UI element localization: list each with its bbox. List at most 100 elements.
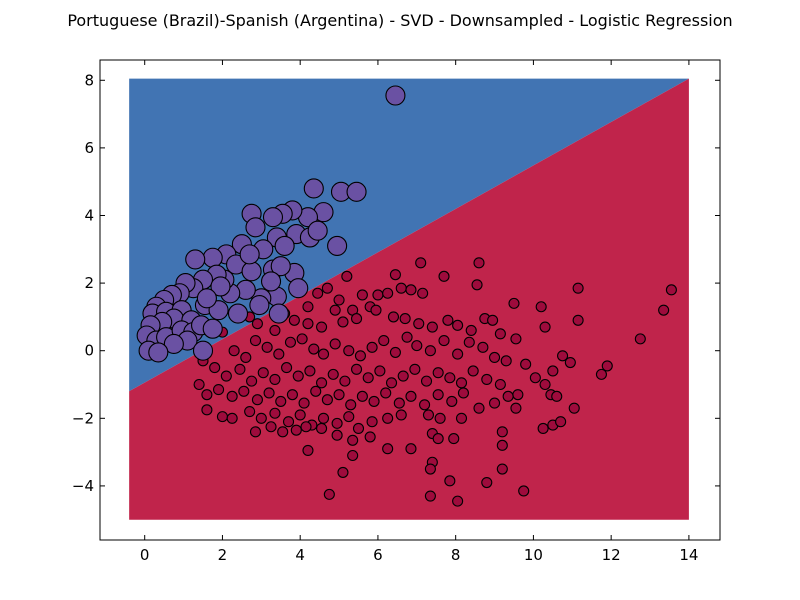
data-point bbox=[245, 217, 266, 238]
data-point bbox=[244, 405, 256, 418]
data-point bbox=[351, 363, 363, 375]
data-point bbox=[395, 409, 407, 421]
data-point bbox=[502, 390, 514, 402]
x-tick-label: 4 bbox=[295, 546, 305, 564]
data-point bbox=[595, 368, 607, 380]
y-tick-label: 2 bbox=[84, 274, 94, 292]
data-point bbox=[539, 378, 551, 391]
data-point bbox=[366, 416, 378, 428]
data-point bbox=[422, 409, 435, 421]
data-point bbox=[269, 407, 281, 419]
data-point bbox=[273, 348, 285, 360]
data-point bbox=[572, 314, 584, 326]
data-point bbox=[333, 389, 345, 401]
data-point bbox=[446, 395, 458, 407]
data-point bbox=[405, 284, 417, 296]
data-point bbox=[227, 303, 249, 324]
data-point bbox=[455, 412, 468, 424]
data-point bbox=[473, 257, 485, 269]
data-point bbox=[213, 384, 225, 396]
x-axis: 0 2 4 6 8 10 12 14 bbox=[140, 60, 698, 564]
data-point bbox=[331, 429, 343, 441]
scatter-series-portuguese bbox=[136, 85, 406, 363]
x-tick-label: 6 bbox=[373, 546, 383, 564]
data-point bbox=[281, 362, 293, 374]
data-point bbox=[148, 342, 169, 363]
data-point bbox=[246, 375, 258, 387]
data-point bbox=[201, 404, 213, 416]
data-point bbox=[508, 297, 520, 309]
data-point bbox=[465, 324, 477, 336]
data-point bbox=[296, 333, 308, 345]
data-point bbox=[288, 314, 300, 326]
region-lower bbox=[129, 78, 689, 520]
data-point bbox=[455, 377, 468, 389]
data-point bbox=[292, 370, 304, 382]
chart-title: Portuguese (Brazil)-Spanish (Argentina) … bbox=[67, 11, 732, 30]
x-tick-label: 10 bbox=[524, 546, 543, 564]
data-point bbox=[537, 422, 549, 435]
data-point bbox=[393, 397, 405, 409]
data-point bbox=[257, 367, 269, 379]
data-point bbox=[405, 443, 417, 455]
data-point bbox=[202, 247, 223, 268]
data-point bbox=[564, 356, 576, 369]
data-point bbox=[282, 416, 295, 428]
data-point bbox=[411, 340, 423, 352]
data-point bbox=[286, 389, 298, 401]
data-point bbox=[382, 443, 394, 455]
data-point bbox=[405, 390, 417, 402]
data-point bbox=[387, 311, 400, 323]
data-point bbox=[452, 495, 464, 507]
data-point bbox=[185, 249, 206, 270]
x-tick-label: 8 bbox=[451, 546, 461, 564]
data-point bbox=[409, 363, 421, 375]
data-point bbox=[192, 340, 214, 361]
data-point bbox=[463, 336, 475, 348]
data-point bbox=[500, 355, 512, 367]
data-point bbox=[240, 351, 252, 364]
data-point bbox=[302, 444, 314, 456]
data-point bbox=[518, 485, 530, 497]
data-point bbox=[270, 256, 291, 277]
data-point bbox=[420, 375, 433, 387]
data-point bbox=[634, 333, 646, 345]
data-point bbox=[196, 288, 217, 309]
data-point bbox=[415, 257, 427, 269]
data-point bbox=[249, 295, 270, 316]
data-point bbox=[473, 402, 485, 414]
x-tick-label: 2 bbox=[218, 546, 228, 564]
data-point bbox=[290, 424, 302, 436]
data-point bbox=[389, 269, 401, 281]
data-point bbox=[202, 318, 223, 339]
axes-frame bbox=[99, 59, 721, 541]
data-point bbox=[362, 372, 374, 384]
data-point bbox=[263, 387, 275, 399]
data-point bbox=[238, 385, 250, 397]
data-point bbox=[372, 289, 384, 301]
data-point bbox=[477, 341, 489, 353]
x-tick-label: 0 bbox=[140, 546, 150, 564]
y-tick-label: −4 bbox=[72, 477, 94, 495]
data-point bbox=[341, 270, 353, 282]
data-point bbox=[366, 341, 378, 353]
data-point bbox=[356, 289, 368, 301]
y-tick-label: 6 bbox=[84, 139, 94, 157]
data-point bbox=[665, 284, 677, 296]
data-point bbox=[452, 319, 464, 331]
data-point bbox=[275, 395, 287, 407]
data-point bbox=[399, 313, 411, 325]
data-point bbox=[481, 373, 493, 385]
data-point bbox=[316, 377, 328, 389]
data-point bbox=[382, 287, 394, 299]
data-point bbox=[380, 387, 392, 399]
data-point bbox=[568, 402, 580, 414]
data-point bbox=[417, 287, 429, 299]
data-point bbox=[329, 338, 341, 350]
data-point bbox=[163, 333, 184, 354]
data-point bbox=[494, 378, 506, 391]
data-point bbox=[351, 313, 363, 325]
data-point bbox=[347, 434, 359, 446]
data-point bbox=[317, 412, 330, 424]
data-point bbox=[535, 301, 547, 313]
